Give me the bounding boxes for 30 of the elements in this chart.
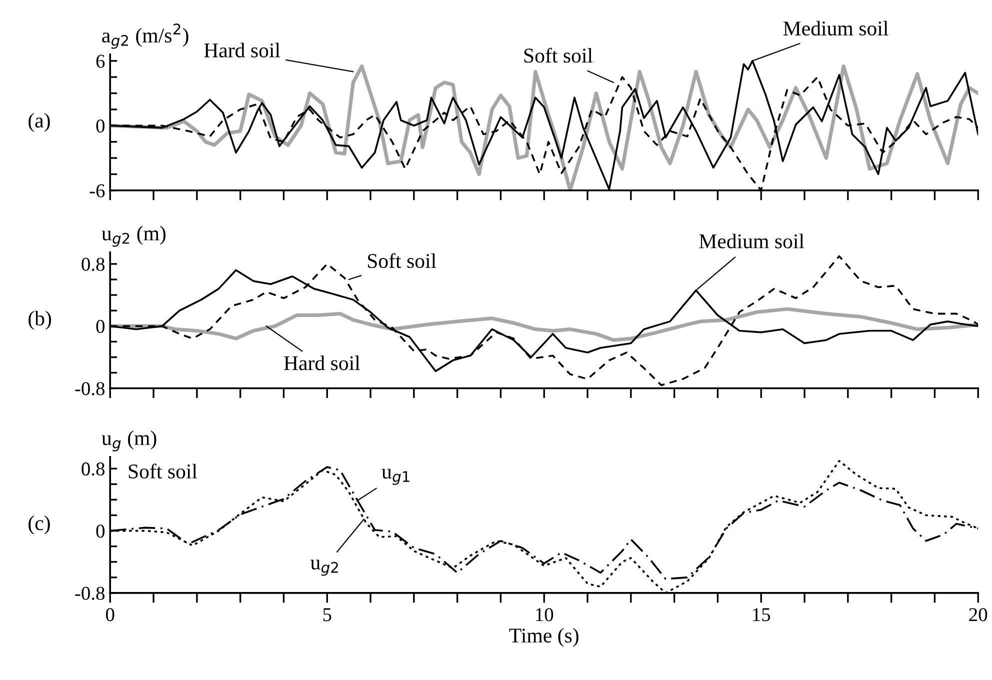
x-axis-title: Time (s): [509, 628, 578, 647]
annotation: Medium soil: [783, 20, 888, 36]
annotation: Hard soil: [284, 356, 360, 370]
y-axis-title: a$_{g2}$ (m/s$^{2}$): [102, 24, 188, 49]
x-tick-label: 5: [323, 608, 332, 622]
y-tick-label: 0: [96, 119, 105, 133]
y-axis-title: u$_{g}$ (m): [102, 430, 156, 452]
annotation: Soft soil: [128, 464, 198, 478]
annotation: Hard soil: [204, 42, 280, 58]
annotation: Medium soil: [699, 234, 804, 248]
y-tick-label: -0.8: [75, 586, 105, 600]
y-axis-title: u$_{g2}$ (m): [102, 226, 166, 247]
text: (a): [28, 112, 50, 132]
y-tick-label: 0: [96, 320, 105, 334]
x-tick-label: 20: [969, 608, 988, 622]
x-tick-label: 10: [536, 608, 554, 622]
y-tick-label: 0: [96, 524, 105, 538]
y-tick-label: -0.8: [75, 382, 105, 396]
y-tick-label: 0.8: [82, 258, 105, 271]
x-tick-label: 15: [753, 608, 770, 622]
text: (c): [28, 516, 50, 534]
y-tick-label: 6: [96, 54, 105, 68]
annotation: Soft soil: [524, 48, 593, 63]
x-tick-label: 0: [106, 608, 114, 622]
y-tick-label: -6: [90, 184, 105, 198]
y-tick-label: 0.8: [82, 462, 105, 476]
annotation: u$_{g2}$: [310, 560, 338, 576]
annotation: u$_{g1}$: [382, 468, 410, 485]
text: (b): [28, 310, 52, 330]
annotation: Soft soil: [368, 253, 436, 268]
